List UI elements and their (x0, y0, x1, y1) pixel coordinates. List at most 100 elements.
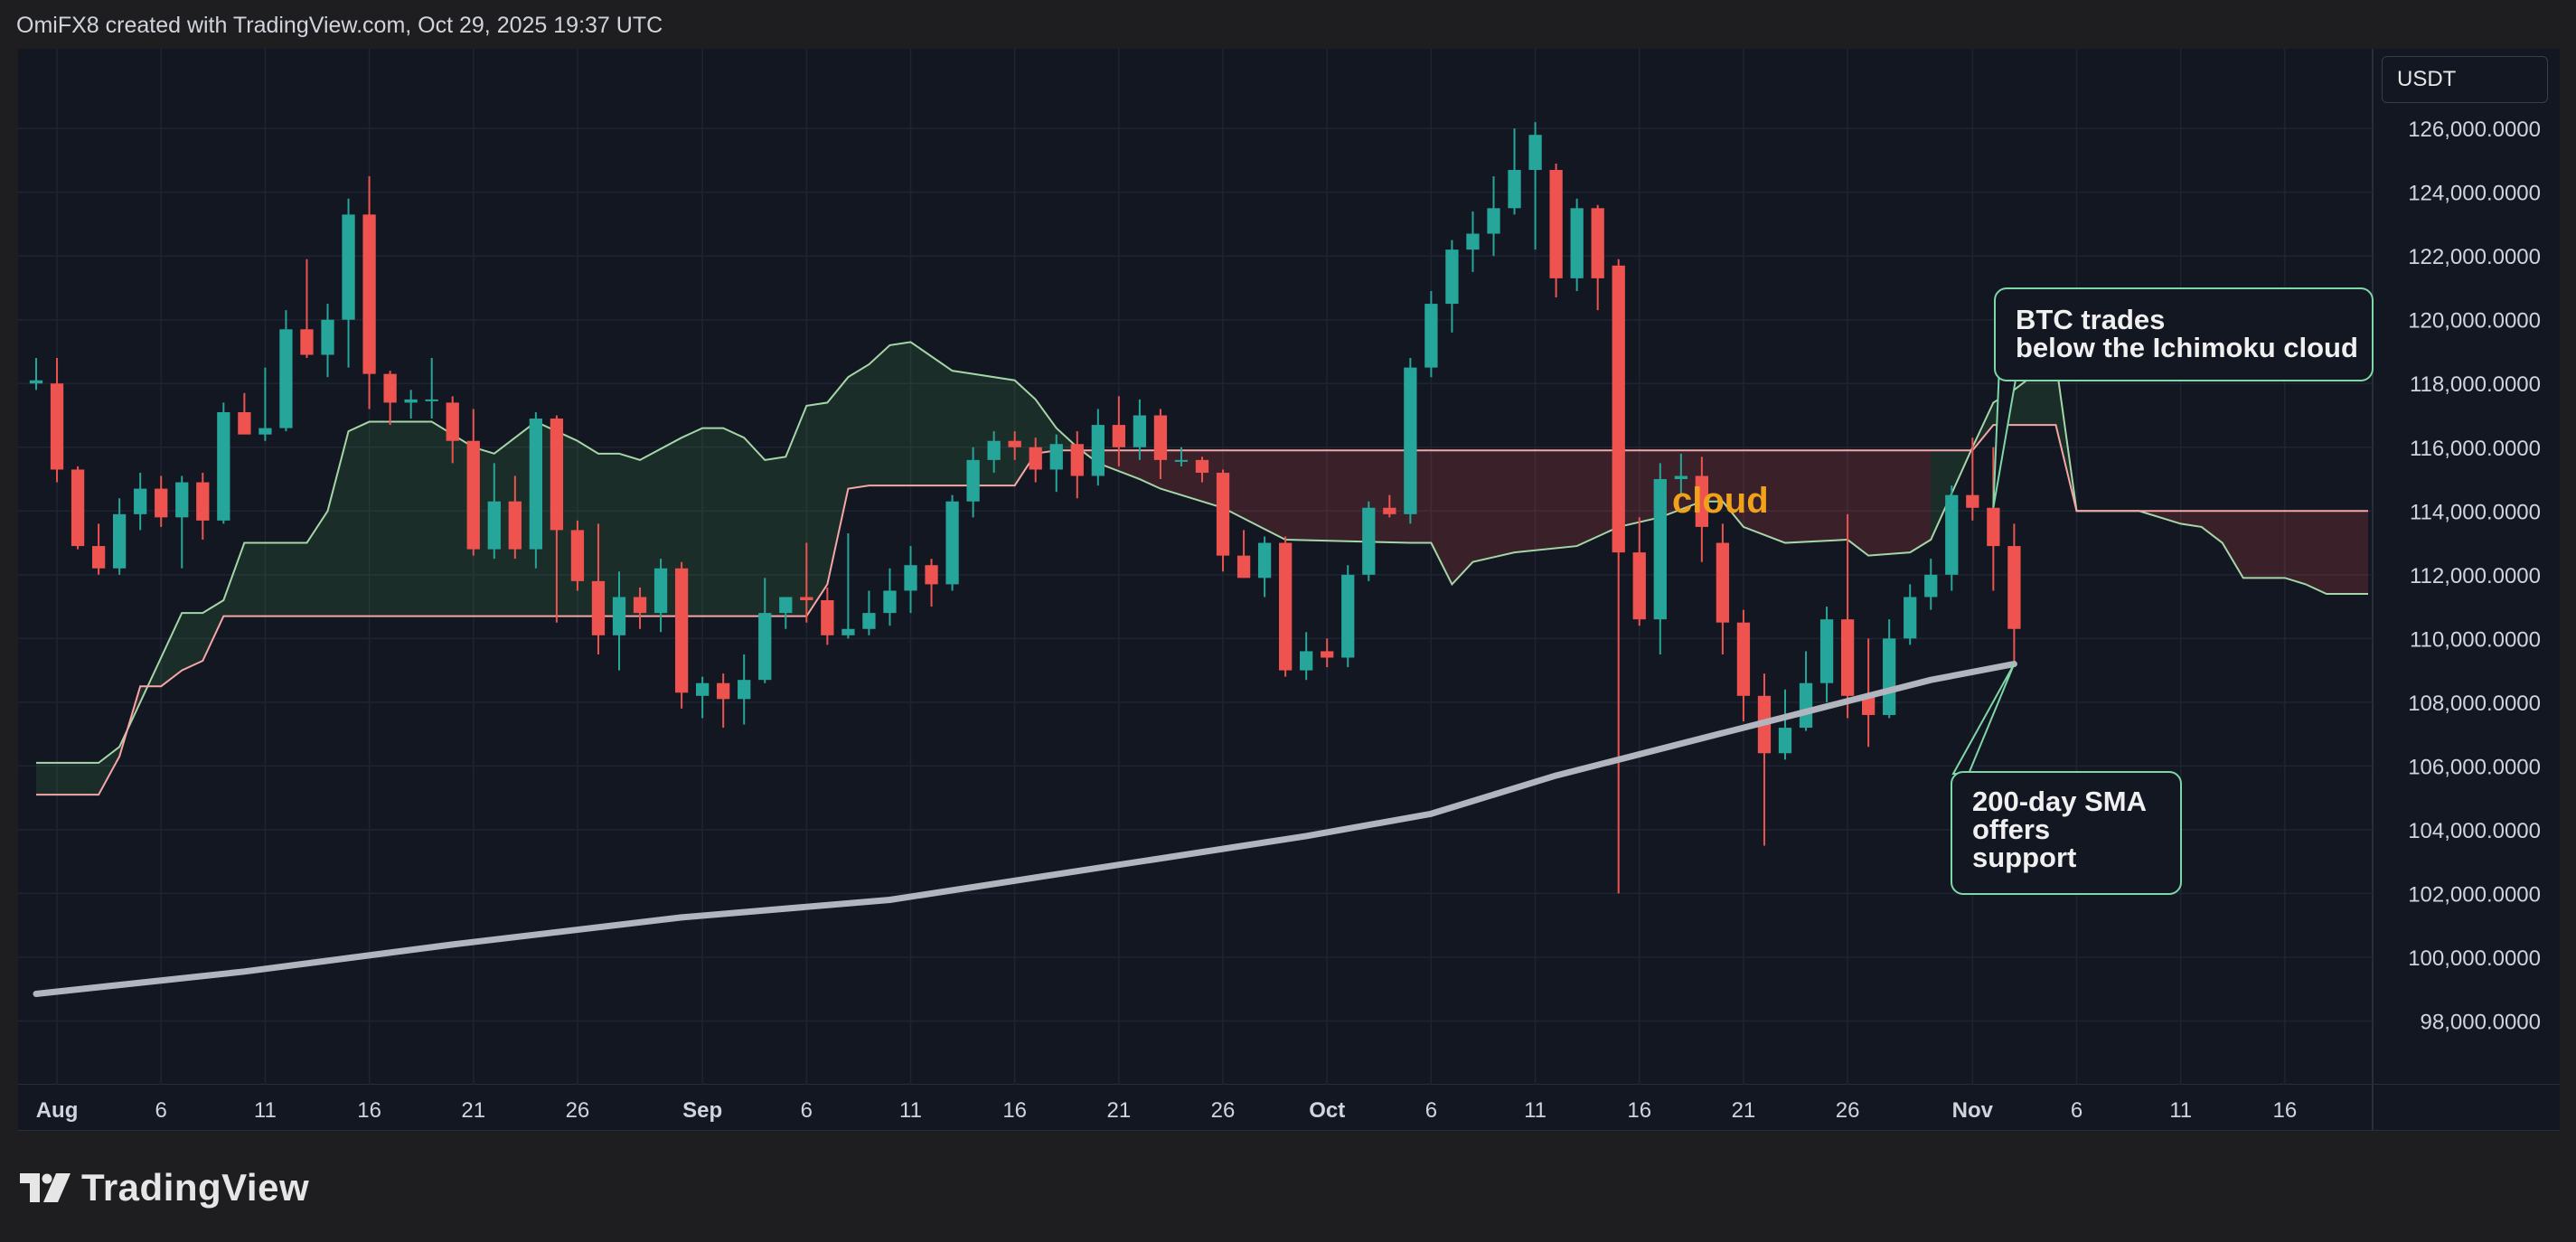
candle-bullish (1528, 135, 1542, 170)
tradingview-logo[interactable]: TradingView (20, 1166, 309, 1209)
candle-bearish (50, 383, 64, 470)
price-axis-labels: 98,000.0000 100,000.0000 102,000.0000 104,0… (2408, 118, 2541, 1034)
candle-bullish (1924, 574, 1938, 597)
candle-bearish (925, 565, 938, 585)
leading-span-b-line (36, 424, 2368, 796)
candle-bearish (1695, 475, 1708, 527)
currency-selector[interactable]: USDT (2382, 56, 2548, 103)
candle-bullish (1508, 169, 1521, 209)
cloud-fill-bullish (140, 342, 1077, 702)
candle-bearish (1236, 555, 1251, 579)
sma-support-callout: 200-day SMA offers support (1951, 771, 2182, 895)
candle-bullish (966, 459, 980, 502)
time-tick-label: 6 (155, 1098, 167, 1123)
time-tick-label: 6 (1425, 1098, 1437, 1123)
candle-bullish (696, 682, 710, 696)
time-tick-label: 26 (1836, 1098, 1860, 1123)
time-tick-label: Aug (36, 1098, 79, 1123)
candle-bullish (841, 628, 855, 635)
candle-bearish (674, 568, 689, 693)
candle-bullish (1424, 304, 1438, 368)
candle-bearish (300, 329, 314, 355)
cloud-label: cloud (1672, 481, 1769, 521)
candle-bearish (591, 580, 606, 635)
time-tick-label: 21 (1107, 1098, 1132, 1123)
candle-bearish (1736, 622, 1751, 696)
candle-bullish (1091, 425, 1105, 476)
ichimoku-cloud (36, 341, 2368, 796)
time-axis-background (18, 1085, 2560, 1130)
candle-bullish (217, 411, 230, 521)
candle-bullish (883, 590, 897, 614)
candle-bearish (1321, 651, 1334, 658)
price-tick-label: 104,000.0000 (2408, 819, 2541, 843)
candle-bullish (279, 329, 293, 428)
candle-bullish (1404, 367, 1417, 514)
candle-bullish (1487, 208, 1500, 234)
candle-bearish (91, 546, 106, 569)
callout-line: support (1972, 842, 2077, 873)
price-tick-label: 124,000.0000 (2408, 182, 2541, 206)
price-tick-label: 122,000.0000 (2408, 245, 2541, 269)
cloud-fill-bearish (2139, 511, 2368, 594)
price-tick-label: 114,000.0000 (2410, 500, 2541, 524)
candle-bearish (155, 488, 168, 518)
candle-bearish (570, 530, 585, 581)
candle-bullish (113, 513, 127, 569)
candle-bullish (1174, 459, 1189, 462)
candle-bearish (1612, 265, 1625, 553)
candle-bullish (1674, 475, 1688, 480)
time-tick-label: 16 (2273, 1098, 2298, 1123)
time-tick-label: 11 (1524, 1098, 1547, 1123)
time-tick-label: 16 (1627, 1098, 1651, 1123)
candle-bullish (529, 419, 542, 550)
price-tick-label: 126,000.0000 (2408, 118, 2541, 142)
candle-bearish (1279, 542, 1293, 671)
candle-bullish (1257, 542, 1272, 579)
candle-bullish (758, 613, 772, 681)
candle-bearish (1216, 472, 1230, 556)
candle-bullish (1362, 507, 1376, 575)
candle-bullish (1883, 638, 1896, 715)
candle-bearish (1632, 552, 1646, 620)
candle-bearish (1591, 208, 1604, 278)
time-tick-label: 21 (1732, 1098, 1756, 1123)
time-tick-label: 16 (357, 1098, 381, 1123)
time-tick-label: 11 (254, 1098, 277, 1123)
candle-bearish (1195, 459, 1209, 473)
candle-bullish (321, 319, 334, 355)
price-tick-label: 100,000.0000 (2408, 946, 2541, 971)
plot-background (18, 49, 2373, 1085)
price-tick-label: 116,000.0000 (2410, 437, 2541, 461)
candle-bearish (1112, 425, 1125, 447)
candle-bullish (653, 568, 668, 614)
callout-line: below the Ichimoku cloud (2016, 332, 2358, 363)
time-tick-label: 26 (1211, 1098, 1236, 1123)
candle-bullish (29, 380, 43, 384)
candle-bearish (238, 411, 251, 435)
candle-bearish (1383, 507, 1396, 514)
candle-bullish (1778, 728, 1792, 754)
candle-bearish (1987, 507, 2000, 547)
candle-bearish (196, 482, 210, 521)
candle-bearish (508, 501, 522, 550)
btc-below-cloud-callout: BTC trades below the Ichimoku cloud (1994, 287, 2374, 381)
candle-bearish (633, 597, 647, 614)
cloud-fill-bullish (36, 747, 120, 795)
candle-bearish (1029, 447, 1042, 470)
candle-bullish (738, 680, 751, 700)
time-axis-labels: Aug 6 11 16 21 26 Sep 6 11 16 21 26 Oct 6 11 16 21 26 Nov 6… (36, 1098, 2298, 1123)
candle-bearish (466, 440, 480, 550)
candle-bearish (800, 597, 813, 601)
candle-bullish (1049, 444, 1063, 470)
price-tick-label: 106,000.0000 (2408, 755, 2541, 779)
candle-bullish (612, 597, 626, 635)
price-axis-background (2373, 49, 2560, 1085)
candle-bullish (425, 399, 438, 401)
time-tick-label: Sep (682, 1098, 722, 1123)
candle-bearish (362, 214, 376, 374)
time-tick-label: 11 (2169, 1098, 2192, 1123)
candle-bearish (821, 600, 834, 635)
candle-bullish (487, 501, 501, 550)
